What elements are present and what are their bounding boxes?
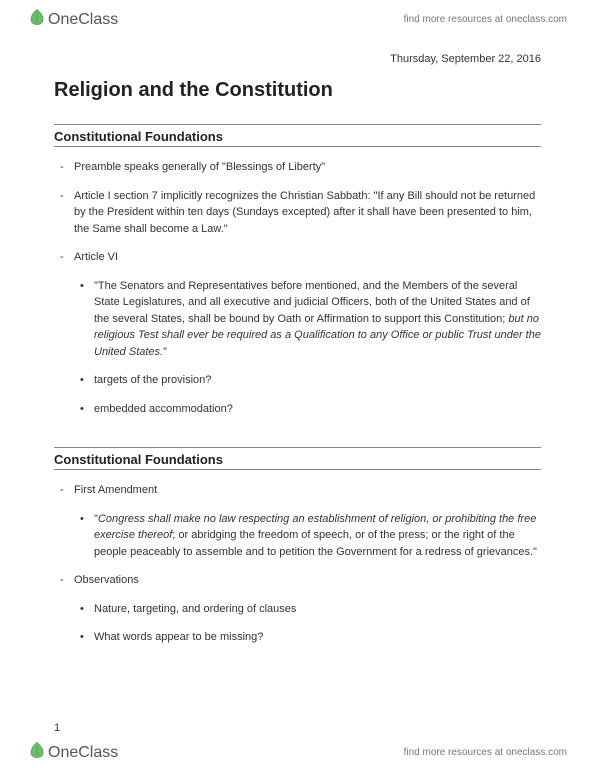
- section-divider: [54, 447, 541, 448]
- bullet-text: What words appear to be missing?: [94, 629, 541, 646]
- bullet-marker: -: [60, 188, 74, 238]
- bullet-text: Preamble speaks generally of "Blessings …: [74, 159, 541, 176]
- bullet-marker: -: [60, 159, 74, 176]
- section: Constitutional Foundations-First Amendme…: [54, 447, 541, 646]
- brand-logo: OneClass: [28, 8, 118, 31]
- bullet-marker: •: [80, 629, 94, 646]
- bullet-item: -Article VI: [54, 249, 541, 266]
- document-content: Thursday, September 22, 2016 Religion an…: [0, 35, 595, 646]
- bullet-item: -First Amendment: [54, 482, 541, 499]
- bullet-item: •Nature, targeting, and ordering of clau…: [54, 601, 541, 618]
- bullet-text: First Amendment: [74, 482, 541, 499]
- document-title: Religion and the Constitution: [54, 79, 541, 102]
- brand-name: OneClass: [48, 11, 118, 29]
- footer-brand-name: OneClass: [48, 744, 118, 762]
- bullet-marker: -: [60, 572, 74, 589]
- footer-brand-logo: OneClass: [28, 741, 118, 764]
- bullet-item: •What words appear to be missing?: [54, 629, 541, 646]
- bullet-text: embedded accommodation?: [94, 401, 541, 418]
- bullet-item: -Observations: [54, 572, 541, 589]
- bullet-text: Article VI: [74, 249, 541, 266]
- section: Constitutional Foundations-Preamble spea…: [54, 124, 541, 417]
- document-date: Thursday, September 22, 2016: [54, 53, 541, 65]
- footer-tagline: find more resources at oneclass.com: [404, 747, 567, 758]
- page-footer: OneClass find more resources at oneclass…: [0, 741, 595, 764]
- bullet-text: Nature, targeting, and ordering of claus…: [94, 601, 541, 618]
- page-header: OneClass find more resources at oneclass…: [0, 0, 595, 35]
- page-number: 1: [54, 722, 60, 734]
- header-tagline: find more resources at oneclass.com: [404, 14, 567, 25]
- bullet-marker: •: [80, 278, 94, 361]
- bullet-item: •"The Senators and Representatives befor…: [54, 278, 541, 361]
- bullet-marker: -: [60, 249, 74, 266]
- bullet-item: -Article I section 7 implicitly recogniz…: [54, 188, 541, 238]
- bullet-item: •targets of the provision?: [54, 372, 541, 389]
- bullet-marker: •: [80, 401, 94, 418]
- bullet-text: "The Senators and Representatives before…: [94, 278, 541, 361]
- bullet-text: "Congress shall make no law respecting a…: [94, 511, 541, 561]
- bullet-text: Article I section 7 implicitly recognize…: [74, 188, 541, 238]
- bullet-marker: •: [80, 511, 94, 561]
- section-heading: Constitutional Foundations: [54, 129, 541, 147]
- sections-container: Constitutional Foundations-Preamble spea…: [54, 124, 541, 646]
- bullet-marker: •: [80, 601, 94, 618]
- bullet-marker: •: [80, 372, 94, 389]
- bullet-item: •"Congress shall make no law respecting …: [54, 511, 541, 561]
- leaf-icon: [28, 741, 46, 764]
- bullet-marker: -: [60, 482, 74, 499]
- section-divider: [54, 124, 541, 125]
- bullet-text: targets of the provision?: [94, 372, 541, 389]
- section-heading: Constitutional Foundations: [54, 452, 541, 470]
- bullet-text: Observations: [74, 572, 541, 589]
- bullet-item: -Preamble speaks generally of "Blessings…: [54, 159, 541, 176]
- bullet-item: •embedded accommodation?: [54, 401, 541, 418]
- leaf-icon: [28, 8, 46, 31]
